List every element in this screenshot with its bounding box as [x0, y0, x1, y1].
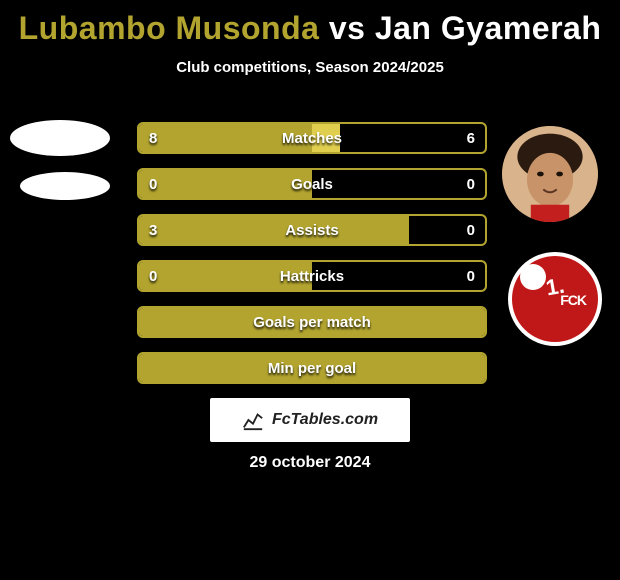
avatar-face-icon: [502, 126, 598, 222]
stats-bars: 86Matches 00Goals 30Assists 00Hattricks Goal…: [137, 122, 487, 398]
stat-row: Min per goal: [137, 352, 487, 384]
line-chart-icon: [242, 409, 264, 431]
stat-label: Goals per match: [139, 308, 485, 336]
stat-label: Matches: [139, 124, 485, 152]
stat-row: 30Assists: [137, 214, 487, 246]
stat-row: 00Goals: [137, 168, 487, 200]
stat-label: Goals: [139, 170, 485, 198]
player1-name: Lubambo Musonda: [19, 10, 320, 46]
player2-avatar: [502, 126, 598, 222]
brand-text: FcTables.com: [272, 411, 378, 429]
badge-text-2: FCK: [560, 292, 586, 308]
stat-label: Assists: [139, 216, 485, 244]
stat-label: Hattricks: [139, 262, 485, 290]
stat-row: 00Hattricks: [137, 260, 487, 292]
brand-box: FcTables.com: [210, 398, 410, 442]
vs-text: vs: [319, 10, 374, 46]
player1-avatars: [10, 120, 110, 200]
player1-avatar: [10, 120, 110, 156]
subtitle: Club competitions, Season 2024/2025: [0, 59, 620, 76]
player2-avatars: 1. FCK: [502, 126, 602, 346]
player2-name: Jan Gyamerah: [375, 10, 602, 46]
stat-label: Min per goal: [139, 354, 485, 382]
ball-icon: [520, 264, 546, 290]
stat-row: Goals per match: [137, 306, 487, 338]
date-text: 29 october 2024: [0, 454, 620, 472]
player1-club-badge: [20, 172, 110, 200]
player2-club-badge: 1. FCK: [508, 252, 602, 346]
comparison-title: Lubambo Musonda vs Jan Gyamerah: [0, 0, 620, 47]
stat-row: 86Matches: [137, 122, 487, 154]
